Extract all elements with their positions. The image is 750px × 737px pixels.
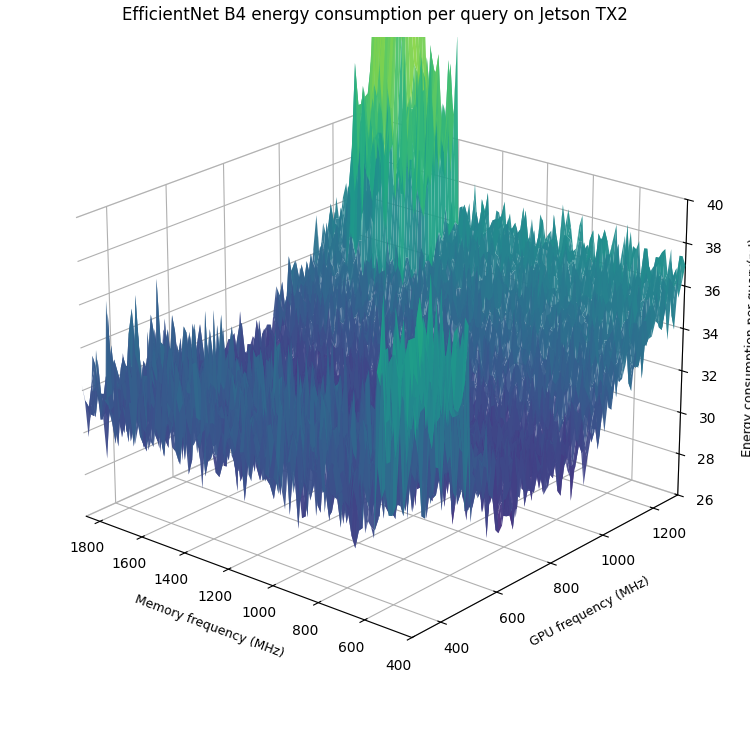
Title: EfficientNet B4 energy consumption per query on Jetson TX2: EfficientNet B4 energy consumption per q… (122, 6, 628, 24)
Y-axis label: GPU frequency (MHz): GPU frequency (MHz) (528, 574, 652, 649)
X-axis label: Memory frequency (MHz): Memory frequency (MHz) (133, 593, 286, 660)
